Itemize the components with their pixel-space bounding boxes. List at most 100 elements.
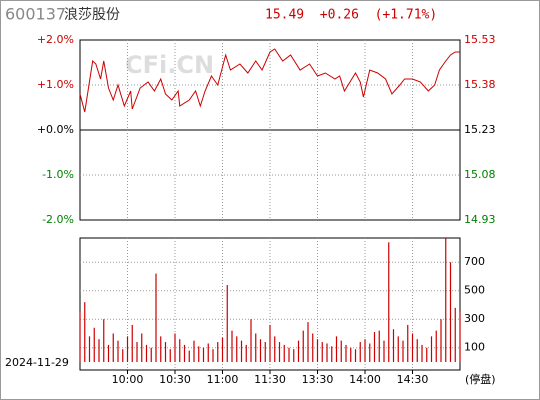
volume-bar: [265, 342, 266, 362]
watermark: CFi.CN: [125, 51, 214, 79]
volume-bar: [103, 319, 104, 362]
volume-bar: [336, 336, 337, 362]
stock-code: 600137: [5, 5, 66, 24]
quote: 15.49 +0.26 (+1.71%): [265, 8, 437, 23]
volume-bar: [383, 341, 384, 362]
stock-name: 浪莎股份: [64, 7, 120, 23]
x-tick-label: 11:30: [254, 373, 286, 386]
volume-bar: [160, 336, 161, 362]
volume-bar: [426, 348, 427, 362]
volume-bar: [208, 343, 209, 362]
volume-bar: [255, 333, 256, 362]
x-tick-label: 13:30: [302, 373, 334, 386]
volume-bar: [141, 333, 142, 362]
volume-bar: [355, 349, 356, 362]
volume-bar: [155, 274, 156, 362]
volume-bar: [345, 345, 346, 362]
y-tick-label: 100: [464, 341, 485, 354]
volume-bar: [322, 342, 323, 362]
volume-bar: [388, 242, 389, 362]
volume-bar: [170, 349, 171, 362]
volume-bar: [274, 336, 275, 362]
volume-bar: [127, 336, 128, 362]
volume-bar: [445, 238, 446, 362]
volume-bar: [250, 319, 251, 362]
volume-bar: [307, 322, 308, 362]
volume-bar: [312, 333, 313, 362]
volume-bar: [407, 325, 408, 362]
volume-bar: [369, 343, 370, 362]
x-tick-label: 10:30: [159, 373, 191, 386]
volume-bar: [440, 319, 441, 362]
y-tick-label: 15.53: [464, 33, 496, 46]
x-tick-label: 11:00: [207, 373, 239, 386]
volume-bar: [341, 341, 342, 362]
volume-bar: [303, 331, 304, 362]
volume-bar: [136, 342, 137, 362]
volume-bar: [360, 342, 361, 362]
volume-bar: [98, 339, 99, 362]
volume-bar: [231, 331, 232, 362]
volume-bar: [350, 348, 351, 362]
volume-bar: [212, 349, 213, 362]
volume-bar: [165, 342, 166, 362]
y-tick-label: 14.93: [464, 213, 496, 226]
volume-bar: [203, 348, 204, 362]
date-label: 2024-11-29: [5, 356, 69, 369]
volume-bar: [236, 336, 237, 362]
volume-bar: [241, 341, 242, 362]
volume-bar: [89, 336, 90, 362]
status-label: (停盘): [465, 372, 496, 386]
volume-bar: [269, 325, 270, 362]
volume-bar: [288, 348, 289, 362]
x-tick-label: 10:00: [112, 373, 144, 386]
volume-bar: [326, 343, 327, 362]
volume-bar: [193, 341, 194, 362]
y-tick-label: 15.38: [464, 78, 496, 91]
volume-bar: [246, 345, 247, 362]
x-tick-label: 14:30: [397, 373, 429, 386]
volume-bar: [151, 348, 152, 362]
volume-bar: [459, 312, 460, 362]
volume-bar: [179, 339, 180, 362]
y2-tick-label: -2.0%: [42, 213, 74, 226]
volume-bar: [122, 349, 123, 362]
y2-tick-label: +2.0%: [37, 33, 74, 46]
y-tick-label: 300: [464, 312, 485, 325]
volume-bar: [402, 341, 403, 362]
y2-tick-label: +0.0%: [37, 123, 74, 136]
volume-bar: [113, 333, 114, 362]
volume-bar: [94, 328, 95, 362]
volume-bar: [284, 345, 285, 362]
volume-bar: [217, 342, 218, 362]
volume-bar: [417, 339, 418, 362]
volume-bar: [331, 346, 332, 362]
volume-bar: [227, 285, 228, 362]
volume-bar: [374, 332, 375, 362]
volume-bar: [379, 331, 380, 362]
y2-tick-label: +1.0%: [37, 78, 74, 91]
y-tick-label: 500: [464, 284, 485, 297]
volume-bar: [455, 308, 456, 362]
y-tick-label: 15.23: [464, 123, 496, 136]
volume-bar: [174, 333, 175, 362]
volume-bar: [431, 336, 432, 362]
volume-bar: [132, 325, 133, 362]
volume-bar: [84, 302, 85, 362]
volume-bar: [146, 345, 147, 362]
y2-tick-label: -1.0%: [42, 168, 74, 181]
x-tick-label: 14:00: [349, 373, 381, 386]
volume-bar: [117, 341, 118, 362]
volume-bar: [108, 345, 109, 362]
volume-bar: [317, 339, 318, 362]
y-tick-label: 700: [464, 255, 485, 268]
volume-bar: [412, 333, 413, 362]
volume-bar: [293, 349, 294, 362]
volume-bar: [260, 339, 261, 362]
volume-bar: [393, 329, 394, 362]
volume-bar: [184, 345, 185, 362]
volume-bar: [398, 336, 399, 362]
volume-bar: [189, 351, 190, 362]
volume-bar: [436, 331, 437, 362]
